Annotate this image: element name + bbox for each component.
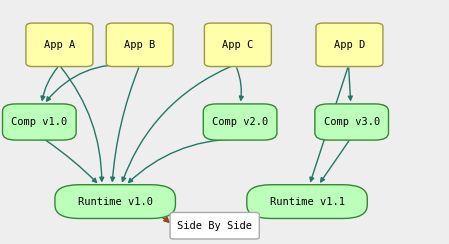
Text: Comp v3.0: Comp v3.0 [324,117,380,127]
FancyBboxPatch shape [26,23,93,67]
FancyBboxPatch shape [204,23,271,67]
Text: Comp v1.0: Comp v1.0 [11,117,67,127]
FancyBboxPatch shape [106,23,173,67]
FancyBboxPatch shape [247,185,367,218]
FancyBboxPatch shape [3,104,76,140]
Text: Runtime v1.1: Runtime v1.1 [269,197,344,207]
FancyBboxPatch shape [316,23,383,67]
FancyBboxPatch shape [315,104,388,140]
Text: Runtime v1.0: Runtime v1.0 [78,197,153,207]
Text: Comp v2.0: Comp v2.0 [212,117,268,127]
FancyBboxPatch shape [55,185,176,218]
FancyBboxPatch shape [203,104,277,140]
Text: Side By Side: Side By Side [177,221,252,231]
Text: App C: App C [222,40,254,50]
Text: App B: App B [124,40,155,50]
Text: App A: App A [44,40,75,50]
FancyBboxPatch shape [170,213,260,239]
Text: App D: App D [334,40,365,50]
